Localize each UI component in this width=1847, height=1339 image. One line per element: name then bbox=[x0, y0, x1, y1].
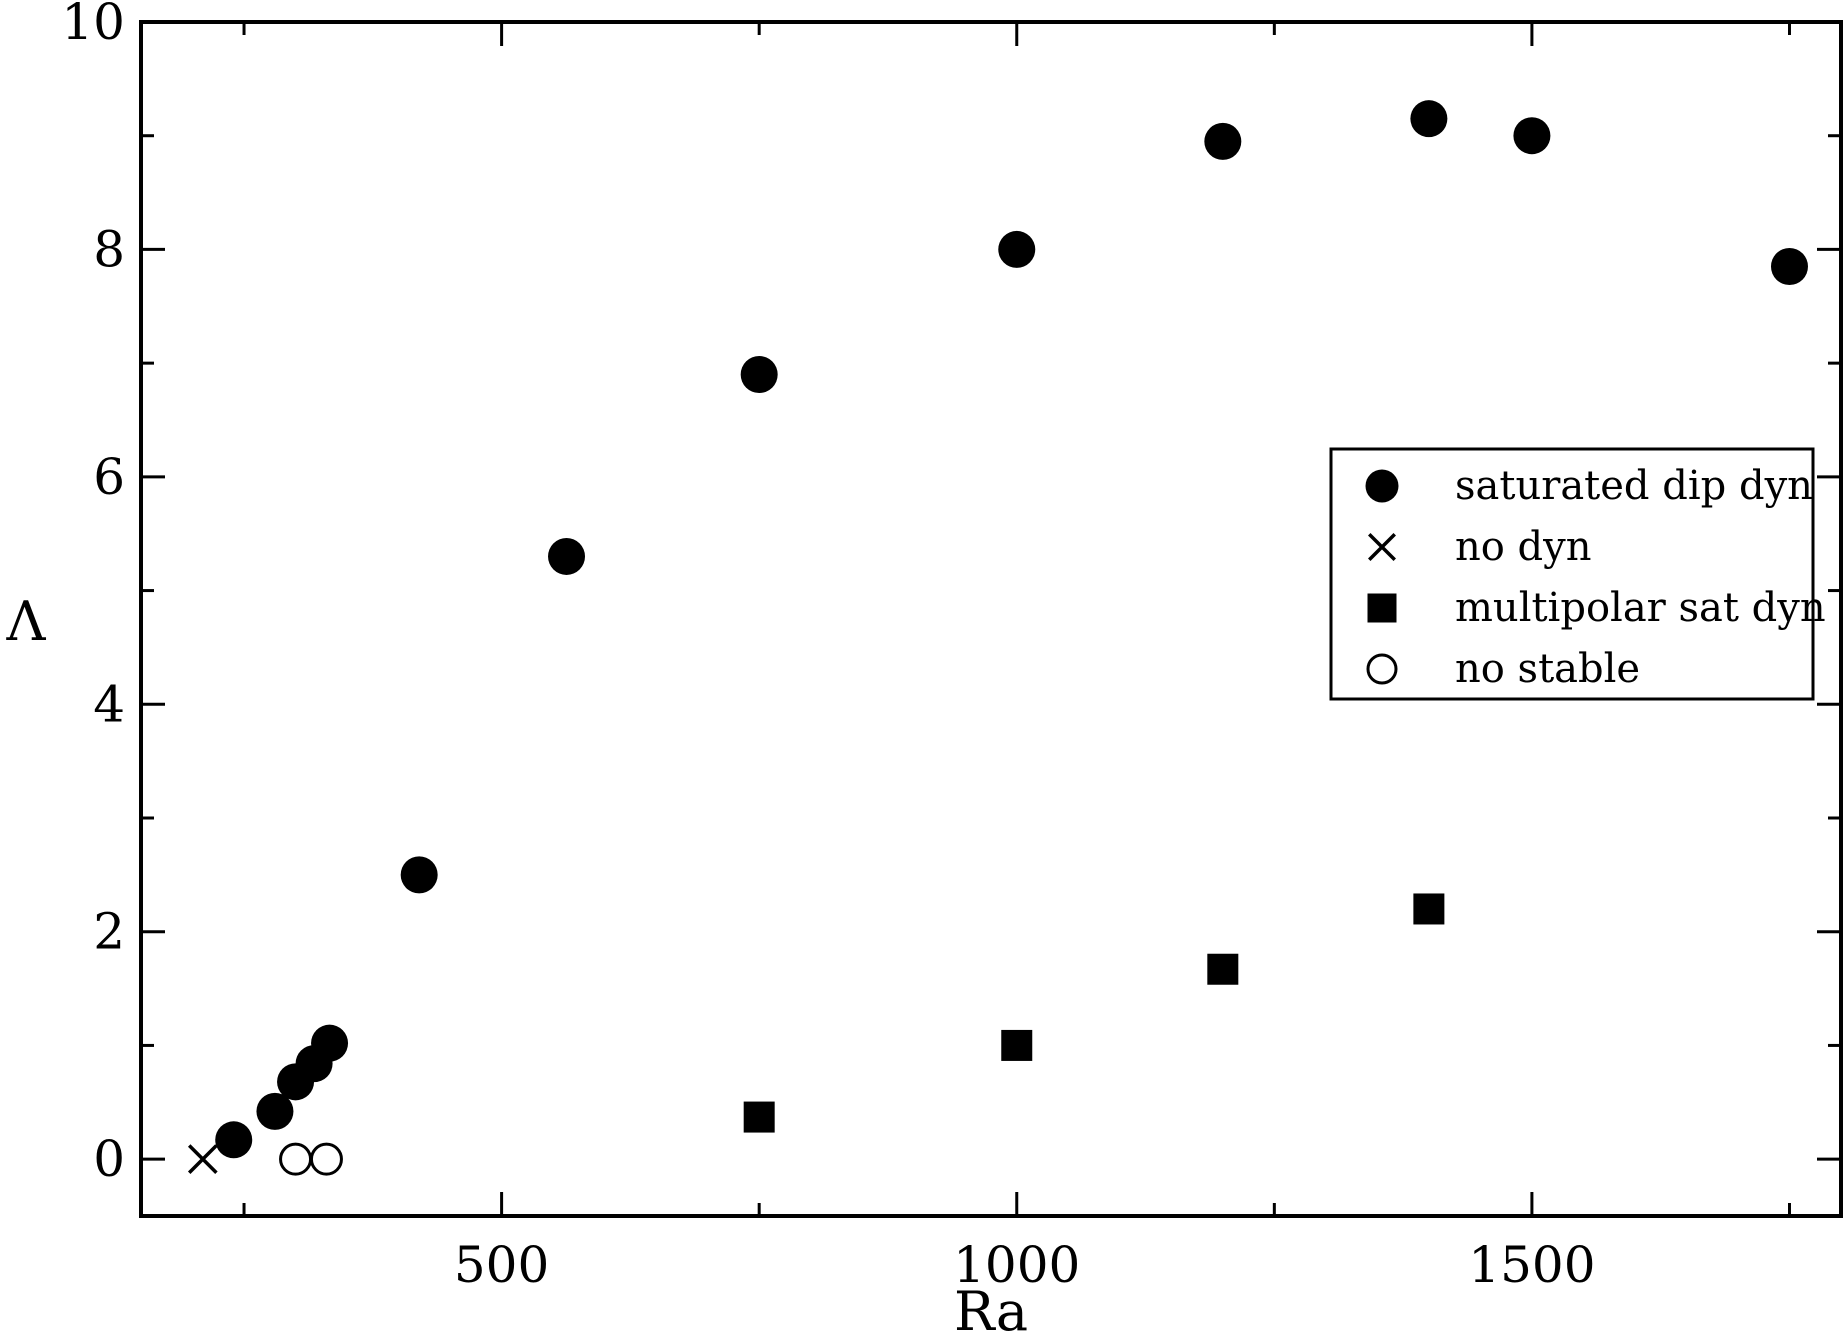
point-saturated-dip-dyn bbox=[998, 230, 1036, 268]
point-saturated-dip-dyn bbox=[1410, 100, 1448, 138]
y-axis-title: Λ bbox=[6, 590, 47, 653]
y-tick-label: 4 bbox=[93, 675, 125, 733]
legend-label-no-dyn: no dyn bbox=[1455, 524, 1592, 570]
point-multipolar-sat-dyn bbox=[743, 1101, 775, 1133]
legend-marker-no-dyn bbox=[1368, 533, 1396, 561]
point-no-dyn bbox=[187, 1144, 218, 1174]
data-marks bbox=[187, 100, 1808, 1176]
point-saturated-dip-dyn bbox=[548, 537, 586, 575]
point-saturated-dip-dyn bbox=[311, 1024, 349, 1062]
point-no-stable bbox=[309, 1142, 343, 1176]
y-tick-label: 8 bbox=[93, 220, 125, 278]
x-tick-label: 1000 bbox=[953, 1236, 1080, 1294]
point-saturated-dip-dyn bbox=[256, 1092, 294, 1130]
legend-marker-saturated-dip-dyn bbox=[1365, 469, 1399, 503]
point-saturated-dip-dyn bbox=[215, 1121, 253, 1159]
point-multipolar-sat-dyn bbox=[1207, 953, 1239, 985]
y-tick-label: 10 bbox=[61, 0, 125, 51]
axis-ticks bbox=[141, 20, 1841, 1216]
legend-label-saturated-dip-dyn: saturated dip dyn bbox=[1455, 463, 1813, 509]
legend-box bbox=[1329, 447, 1815, 701]
legend-marker-no-stable bbox=[1366, 653, 1398, 685]
point-saturated-dip-dyn bbox=[1204, 122, 1242, 160]
legend-marker-multipolar-sat-dyn bbox=[1367, 593, 1397, 623]
point-no-stable bbox=[279, 1142, 313, 1176]
x-tick-label: 1500 bbox=[1468, 1236, 1595, 1294]
point-saturated-dip-dyn bbox=[1770, 247, 1808, 285]
y-tick-label: 0 bbox=[93, 1130, 125, 1188]
point-saturated-dip-dyn bbox=[400, 856, 438, 894]
point-multipolar-sat-dyn bbox=[1413, 893, 1445, 925]
legend-label-no-stable: no stable bbox=[1455, 646, 1640, 692]
plot-frame bbox=[139, 20, 1843, 1218]
x-axis-title: Ra bbox=[954, 1280, 1028, 1339]
legend-items: saturated dip dyn no dyn multipolar sat dy… bbox=[1365, 463, 1826, 692]
point-saturated-dip-dyn bbox=[1513, 117, 1551, 155]
y-tick-label: 6 bbox=[93, 448, 125, 506]
point-multipolar-sat-dyn bbox=[1001, 1029, 1033, 1061]
legend-label-multipolar-sat-dyn: multipolar sat dyn bbox=[1455, 585, 1826, 631]
y-tick-label: 2 bbox=[93, 903, 125, 961]
x-tick-label: 500 bbox=[454, 1236, 549, 1294]
tick-labels: 500 1000 1500 0 2 4 6 8 10 bbox=[61, 0, 1595, 1294]
legend: saturated dip dyn no dyn multipolar sat dy… bbox=[1329, 447, 1826, 701]
point-saturated-dip-dyn bbox=[740, 356, 778, 394]
